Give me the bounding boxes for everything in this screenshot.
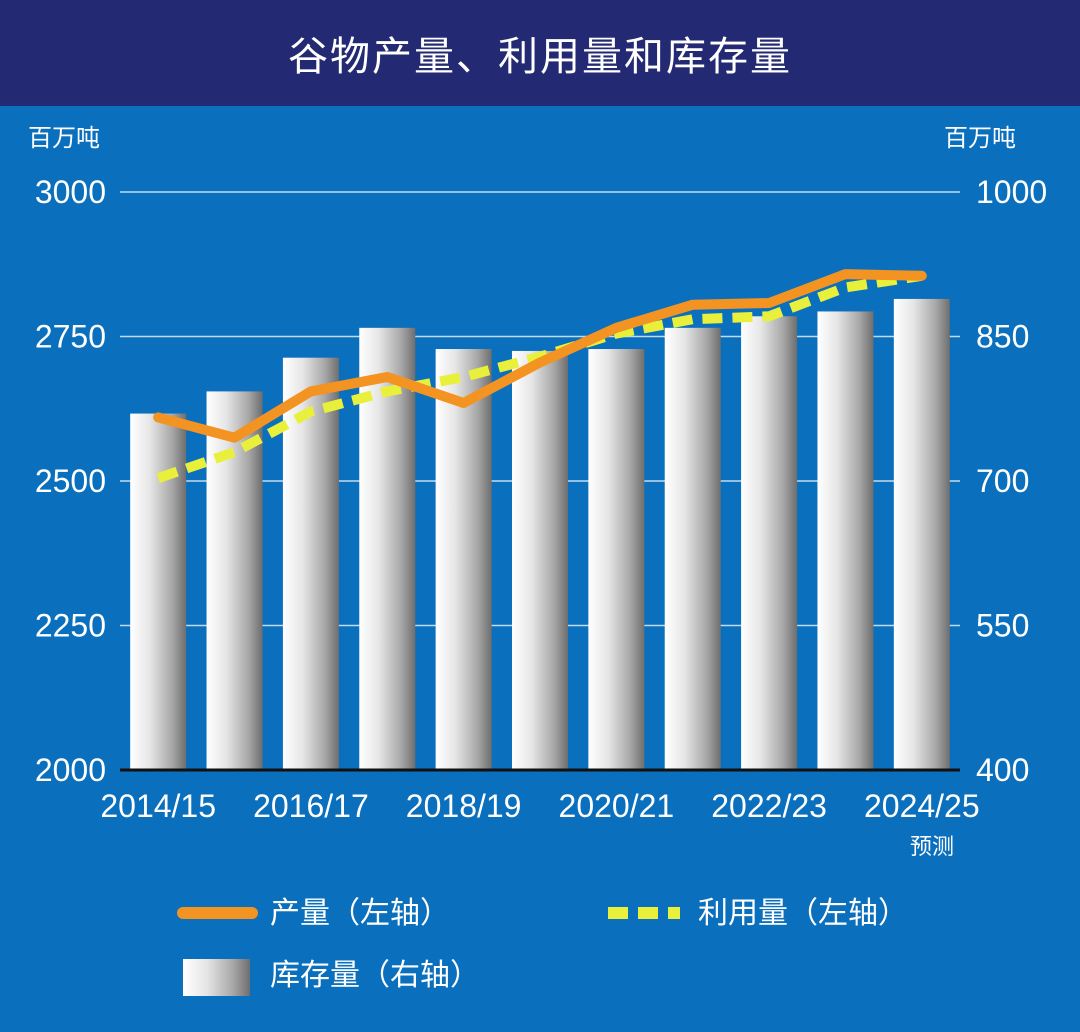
title-bar: 谷物产量、利用量和库存量	[0, 0, 1080, 106]
right-axis-unit: 百万吨	[944, 124, 1016, 152]
chart-title: 谷物产量、利用量和库存量	[288, 34, 792, 80]
right-axis-tick-label: 550	[976, 608, 1029, 644]
legend-label-production: 产量（左轴）	[270, 896, 450, 931]
inventory-bar	[206, 391, 263, 770]
right-axis-tick-label: 700	[976, 463, 1029, 499]
x-axis-tick-label: 2024/25	[864, 788, 980, 824]
left-axis-tick-label: 2250	[35, 608, 106, 644]
inventory-bar	[588, 349, 645, 770]
inventory-bar	[512, 350, 568, 770]
inventory-bar	[741, 316, 798, 770]
production-series-line	[153, 269, 927, 443]
left-axis-tick-label: 2500	[35, 463, 106, 499]
legend-swatch-inventory	[183, 959, 250, 996]
inventory-bar	[359, 327, 416, 770]
right-axis-tick-label: 1000	[976, 174, 1047, 210]
inventory-bar	[817, 311, 874, 770]
left-axis-tick-label: 2000	[35, 752, 106, 788]
legend-label-inventory: 库存量（右轴）	[270, 958, 480, 993]
x-axis-tick-label: 2018/19	[406, 788, 522, 824]
legend-label-utilization: 利用量（左轴）	[698, 896, 908, 931]
left-axis-unit: 百万吨	[28, 124, 100, 152]
inventory-bar	[282, 357, 339, 770]
right-axis-tick-label: 400	[976, 752, 1029, 788]
x-axis-tick-label: 2022/23	[711, 788, 827, 824]
x-axis-tick-label: 2020/21	[559, 788, 675, 824]
forecast-note: 预测	[910, 835, 954, 860]
left-axis-tick-label: 3000	[35, 174, 106, 210]
inventory-bar	[893, 298, 950, 770]
x-axis-tick-label: 2016/17	[253, 788, 369, 824]
inventory-bar	[130, 413, 187, 770]
utilization-series-line	[156, 270, 923, 483]
x-axis-tick-label: 2014/15	[100, 788, 216, 824]
right-axis-tick-label: 850	[976, 319, 1029, 355]
inventory-bar	[435, 349, 492, 770]
left-axis-tick-label: 2750	[35, 319, 106, 355]
inventory-bar	[664, 327, 721, 770]
